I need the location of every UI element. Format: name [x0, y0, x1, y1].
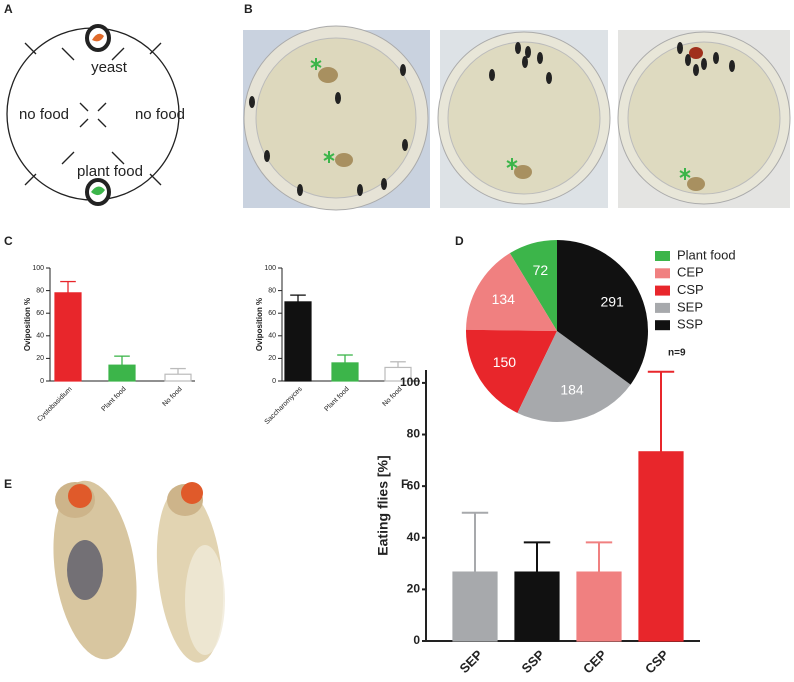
panel-label: A	[4, 2, 13, 16]
panel-label: E	[4, 477, 12, 491]
x-tick-label: No food	[161, 386, 183, 408]
legend-label: SEP	[677, 299, 703, 314]
y-tick-label: 40	[407, 530, 421, 544]
bar	[452, 571, 498, 642]
y-tick-label: 60	[407, 478, 421, 492]
y-tick-label: 80	[268, 287, 276, 294]
y-tick-label: 80	[36, 287, 44, 294]
arena-diagram	[6, 24, 180, 206]
slice-label: 291	[600, 294, 624, 310]
slice-label: 134	[492, 291, 516, 307]
legend-label: Plant food	[677, 247, 736, 262]
bar	[284, 301, 312, 382]
slice-label: 150	[493, 354, 517, 370]
annotation: n=9	[668, 348, 686, 359]
legend-label: CSP	[677, 282, 704, 297]
y-tick-label: 0	[40, 378, 44, 385]
panel-label: C	[4, 234, 13, 248]
bar	[54, 292, 82, 382]
fly-photo	[53, 480, 225, 663]
panel-label: D	[455, 234, 464, 248]
pie-slice	[466, 329, 557, 413]
slice-label: 72	[533, 262, 549, 278]
y-tick-label: 100	[32, 265, 44, 272]
bar	[576, 571, 622, 642]
diagram-labels: yeast no food no food plant food	[19, 59, 185, 180]
pie-slice	[557, 240, 648, 385]
slice-label: 184	[560, 382, 584, 398]
legend-swatch	[655, 251, 670, 261]
y-tick-label: 20	[407, 582, 421, 596]
legend-label: CEP	[677, 265, 704, 280]
y-tick-label: 80	[407, 427, 421, 441]
diagram-label: no food	[19, 106, 69, 123]
y-tick-label: 60	[36, 310, 44, 317]
bar	[638, 451, 684, 642]
bar	[108, 364, 136, 382]
y-tick-label: 60	[268, 310, 276, 317]
pie-slice	[466, 253, 557, 331]
y-tick-label: 40	[268, 333, 276, 340]
x-tick-label: SEP	[457, 647, 486, 676]
legend-swatch	[655, 320, 670, 331]
y-tick-label: 20	[36, 355, 44, 362]
bar	[331, 362, 359, 382]
x-tick-label: Saccharomyces	[264, 385, 305, 426]
y-axis-label: Oviposition %	[255, 298, 264, 351]
x-tick-label: CSP	[642, 647, 672, 677]
y-tick-label: 0	[272, 378, 276, 385]
panel-label: B	[244, 2, 253, 16]
bar	[384, 366, 412, 382]
y-tick-label: 20	[268, 355, 276, 362]
diagram-label: plant food	[77, 163, 143, 180]
y-tick-label: 100	[264, 265, 276, 272]
x-tick-label: Plant food	[323, 386, 350, 413]
diagram-label: no food	[135, 106, 185, 123]
x-tick-label: SSP	[519, 647, 548, 676]
y-tick-label: 0	[413, 633, 420, 647]
x-tick-label: CEP	[580, 647, 610, 677]
diagram-label: yeast	[91, 59, 128, 76]
legend-swatch	[655, 302, 670, 313]
panel-label: F	[401, 477, 408, 491]
x-tick-label: Plant food	[100, 386, 127, 413]
photos	[243, 25, 791, 211]
y-axis-label: Eating flies [%]	[375, 455, 391, 555]
y-tick-label: 100	[400, 375, 420, 389]
pie-slice	[517, 331, 631, 422]
bar	[514, 571, 560, 642]
pie-slice	[509, 240, 557, 331]
x-tick-label: Cystobasidium	[36, 386, 74, 424]
legend-swatch	[655, 268, 670, 279]
y-axis-label: Oviposition %	[23, 298, 32, 351]
legend-swatch	[655, 285, 670, 296]
y-tick-label: 40	[36, 333, 44, 340]
bar	[164, 373, 192, 382]
legend-label: SSP	[677, 317, 703, 332]
